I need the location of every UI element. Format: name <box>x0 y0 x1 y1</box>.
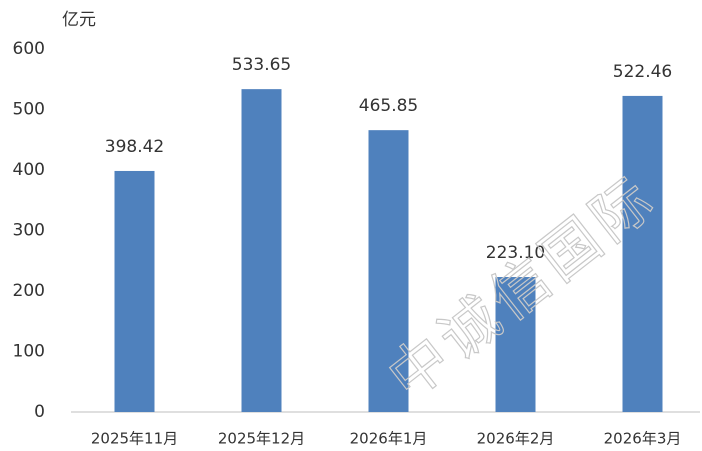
y-tick-label: 300 <box>13 221 45 241</box>
x-tick-label: 2025年11月 <box>91 430 178 448</box>
bar <box>622 95 663 413</box>
y-tick-label: 0 <box>34 402 45 422</box>
x-tick-label: 2026年3月 <box>604 430 682 448</box>
x-tick-label: 2026年2月 <box>477 430 555 448</box>
y-tick-label: 500 <box>13 100 45 120</box>
x-tick-label: 2026年1月 <box>350 430 428 448</box>
x-tick-label: 2025年12月 <box>218 430 305 448</box>
data-label: 465.85 <box>359 96 418 116</box>
y-tick-label: 100 <box>13 342 45 362</box>
y-tick-label: 200 <box>13 281 45 301</box>
y-axis-unit: 亿元 <box>62 10 96 30</box>
bar <box>368 130 409 412</box>
y-tick-label: 400 <box>13 160 45 180</box>
data-label: 223.10 <box>486 243 545 263</box>
y-tick-label: 600 <box>13 39 45 59</box>
data-label: 522.46 <box>613 62 672 82</box>
data-label: 533.65 <box>232 55 291 75</box>
bar <box>495 277 536 412</box>
bar <box>241 89 282 412</box>
data-label: 398.42 <box>105 137 164 157</box>
bar <box>114 170 155 412</box>
